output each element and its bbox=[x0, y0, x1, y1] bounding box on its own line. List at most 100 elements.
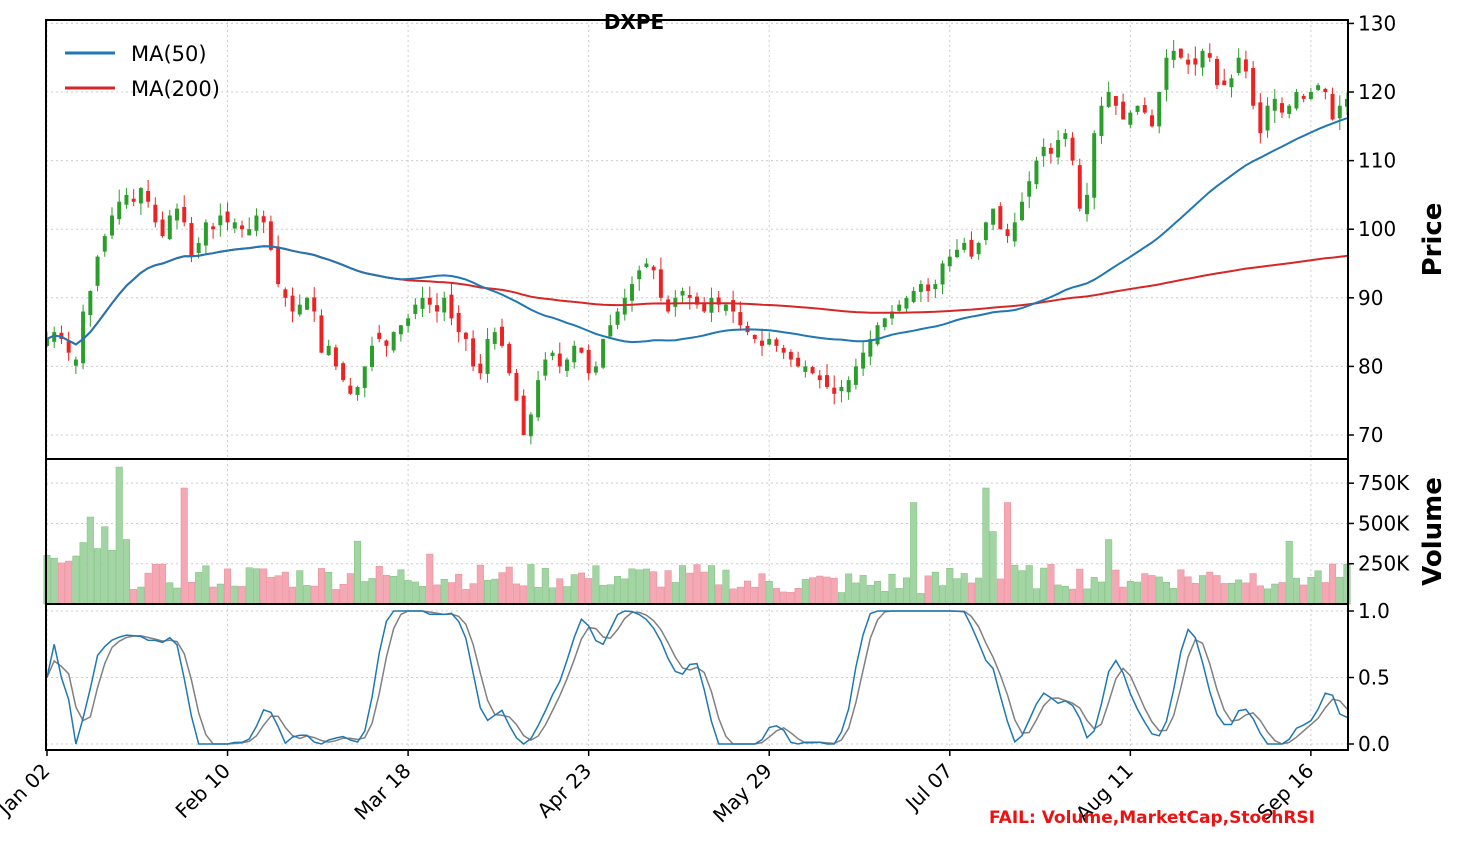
candle-body bbox=[521, 395, 526, 435]
volume-bar bbox=[946, 568, 954, 605]
volume-bar bbox=[332, 589, 340, 605]
candle-body bbox=[341, 363, 346, 381]
volume-bar bbox=[180, 487, 188, 605]
panel-frame bbox=[45, 19, 1349, 460]
volume-bar bbox=[671, 582, 679, 605]
volume-bar bbox=[736, 586, 744, 605]
volume-bar bbox=[491, 578, 499, 605]
volume-bar bbox=[816, 575, 824, 605]
volume-bar bbox=[765, 581, 773, 605]
candle-body bbox=[283, 289, 288, 298]
candle-body bbox=[687, 294, 692, 298]
candle-body bbox=[1186, 59, 1191, 65]
volume-bar bbox=[238, 586, 246, 605]
volume-bar bbox=[917, 593, 925, 605]
volume-bar bbox=[1249, 573, 1257, 605]
volume-bar bbox=[1206, 571, 1214, 605]
volume-bar bbox=[787, 592, 795, 605]
candle-body bbox=[500, 326, 504, 346]
volume-bar bbox=[989, 531, 997, 605]
volume-bar bbox=[447, 582, 455, 605]
candle-body bbox=[695, 296, 699, 305]
candle-body bbox=[1150, 115, 1154, 127]
candle-body bbox=[1135, 105, 1140, 112]
candle-body bbox=[52, 332, 57, 342]
candle-body bbox=[146, 190, 151, 202]
chart-title: DXPE bbox=[604, 10, 664, 34]
volume-axis-label: Volume bbox=[1418, 477, 1448, 586]
candle-body bbox=[1316, 85, 1321, 90]
candle-body bbox=[1012, 222, 1017, 242]
price-tick-label: 90 bbox=[1358, 286, 1383, 310]
volume-bar bbox=[484, 580, 492, 605]
candle-body bbox=[1121, 101, 1126, 120]
candle-body bbox=[442, 297, 447, 313]
candle-body bbox=[774, 339, 779, 346]
candle-body bbox=[976, 242, 981, 255]
candle-body bbox=[767, 338, 772, 345]
volume-bar bbox=[599, 584, 607, 605]
volume-bar bbox=[1213, 575, 1221, 605]
candle-body bbox=[1164, 57, 1169, 90]
candle-body bbox=[622, 297, 627, 315]
volume-bar bbox=[433, 584, 441, 605]
volume-bar bbox=[1300, 584, 1308, 605]
candle-body bbox=[1236, 57, 1241, 73]
volume-bar bbox=[187, 582, 195, 605]
candle-body bbox=[449, 294, 454, 319]
volume-bar bbox=[173, 587, 181, 605]
candle-body bbox=[543, 359, 548, 376]
volume-bar bbox=[469, 583, 477, 605]
volume-bar bbox=[1336, 576, 1344, 605]
candle-body bbox=[355, 386, 360, 395]
volume-bar bbox=[216, 583, 224, 605]
candle-body bbox=[1215, 58, 1219, 86]
candle-body bbox=[637, 270, 642, 280]
volume-bar bbox=[657, 586, 665, 605]
stochrsi-tick-label: 0.0 bbox=[1358, 732, 1390, 756]
volume-bar bbox=[642, 568, 650, 605]
volume-bar bbox=[1032, 588, 1040, 605]
volume-bar bbox=[252, 568, 260, 605]
volume-bar bbox=[1083, 588, 1091, 605]
candle-body bbox=[1280, 103, 1284, 113]
candle-body bbox=[1287, 105, 1292, 114]
candle-body bbox=[73, 359, 78, 366]
candle-body bbox=[1048, 147, 1053, 154]
volume-bar bbox=[975, 577, 983, 605]
volume-bar bbox=[476, 564, 484, 605]
candle-body bbox=[796, 357, 801, 367]
candle-body bbox=[254, 215, 259, 231]
candle-body bbox=[218, 215, 223, 226]
volume-bar bbox=[1069, 588, 1077, 605]
volume-bar bbox=[368, 578, 376, 605]
volume-bar bbox=[144, 572, 152, 605]
volume-bar bbox=[50, 557, 58, 605]
price-tick-label: 110 bbox=[1358, 149, 1396, 173]
legend-label: MA(50) bbox=[131, 42, 207, 66]
volume-bar bbox=[455, 574, 463, 605]
volume-bar bbox=[512, 583, 520, 605]
volume-bar bbox=[1242, 582, 1250, 605]
candle-body bbox=[102, 236, 107, 252]
candle-body bbox=[326, 345, 331, 356]
fail-note: FAIL: Volume,MarketCap,StochRSI bbox=[989, 808, 1315, 828]
stochrsi-d-line bbox=[46, 610, 1348, 745]
volume-bar bbox=[1112, 569, 1120, 605]
candle-body bbox=[723, 304, 728, 311]
volume-bar bbox=[303, 585, 311, 605]
volume-bar bbox=[628, 568, 636, 605]
candle-body bbox=[1308, 92, 1313, 100]
candle-body bbox=[1056, 140, 1061, 158]
volume-bar bbox=[72, 555, 80, 605]
volume-bar bbox=[577, 572, 585, 605]
volume-bar bbox=[585, 578, 593, 605]
candle-body bbox=[333, 347, 338, 367]
x-tick-label: Apr 23 bbox=[532, 759, 596, 823]
candle-body bbox=[875, 325, 880, 345]
volume-bar bbox=[679, 565, 687, 605]
volume-bar bbox=[354, 540, 362, 605]
volume-bar bbox=[86, 516, 94, 605]
volume-bar bbox=[960, 573, 968, 605]
volume-bar bbox=[1170, 588, 1178, 605]
